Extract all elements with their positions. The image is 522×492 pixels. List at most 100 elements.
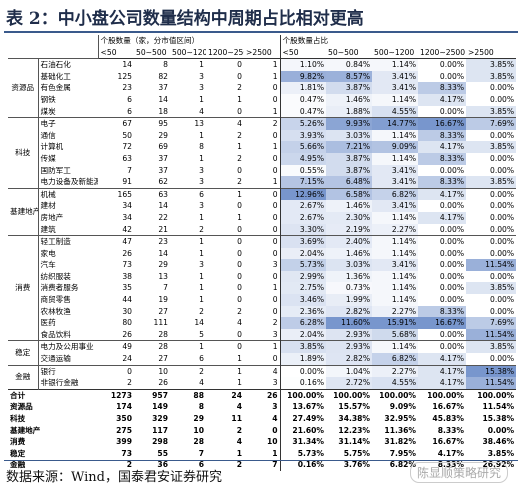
row-label: 轻工制造 <box>38 235 98 248</box>
pct-cell: 3.85% <box>466 141 517 153</box>
count-cell: 2 <box>237 130 242 140</box>
data-row: 家电 26 14 1 0 0 2.04% 1.46% 1.14% 0.00% 0.00% <box>8 247 517 260</box>
count-cell: 91 <box>122 177 132 187</box>
count-cell: 0 <box>237 201 242 211</box>
count-cell: 73 <box>121 448 132 458</box>
group-label: 消费 <box>8 235 39 341</box>
pct-cell: 38.46% <box>482 437 515 447</box>
count-cell: 95 <box>134 117 170 130</box>
count-cell: 21 <box>158 224 168 234</box>
count-cell: 63 <box>134 187 170 201</box>
count-cell: 2 <box>244 117 281 130</box>
column-label: >2500 <box>244 46 281 60</box>
count-cell: 0 <box>272 248 278 258</box>
count-header: 个股数量（家，分市值区间） <box>100 36 200 45</box>
pct-cell: 26.92% <box>482 460 515 470</box>
count-cell: 10 <box>193 425 204 435</box>
pct-cell: 0.00% <box>466 294 517 306</box>
row-label: 家电 <box>40 248 56 258</box>
count-cell: 1 <box>199 153 204 163</box>
count-cell: 0 <box>237 283 242 293</box>
pct-cell: 1.10% <box>279 58 327 71</box>
row-label: 国防军工 <box>40 165 71 175</box>
pct-cell: 3.85% <box>466 105 517 118</box>
count-cell: 2 <box>236 425 242 435</box>
pct-cell: 9.93% <box>326 117 373 130</box>
count-cell: 149 <box>152 402 168 412</box>
count-cell: 0 <box>237 295 242 305</box>
pct-cell: 3.46% <box>279 294 327 306</box>
pct-cell: 1.46% <box>326 247 373 260</box>
pct-cell: 0.47% <box>279 105 327 118</box>
watermark: 陈显顺策略研究 <box>409 462 508 483</box>
pct-cell: 3.85% <box>487 448 515 458</box>
count-cell: 0 <box>237 260 242 270</box>
row-label: 金融 <box>10 460 26 470</box>
column-label: >2500 <box>466 46 517 60</box>
pct-cell: 3.69% <box>279 235 327 248</box>
count-cell: 1 <box>272 71 278 81</box>
pct-cell: 2.72% <box>326 377 373 390</box>
column-label: <50 <box>279 46 327 60</box>
data-row: 通信 50 29 1 2 0 3.93% 3.03% 1.14% 8.33% 0.00% <box>8 129 517 142</box>
row-label: 传媒 <box>40 153 56 163</box>
count-cell: 7 <box>272 460 278 470</box>
pct-cell: 3.85% <box>466 176 517 189</box>
count-cell: 7 <box>127 165 132 175</box>
pct-cell: 0.00% <box>418 259 467 271</box>
pct-cell: 0.00% <box>279 364 327 378</box>
count-cell: 0 <box>237 165 242 175</box>
pct-cell: 3.87% <box>326 152 373 165</box>
count-cell: 38 <box>122 271 132 281</box>
pct-cell: 3.41% <box>372 164 419 177</box>
row-label: 电力及公用事业 <box>38 340 98 354</box>
row-label: 基础化工 <box>40 71 71 81</box>
count-cell: 174 <box>116 402 132 412</box>
count-cell: 0 <box>272 94 278 104</box>
title-rule <box>4 31 518 33</box>
count-cell: 6 <box>198 460 204 470</box>
count-cell: 1 <box>199 283 204 293</box>
count-cell: 63 <box>122 153 132 163</box>
pct-cell: 8.57% <box>326 70 373 83</box>
count-cell: 4 <box>272 414 278 423</box>
row-label: 医药 <box>40 318 56 328</box>
count-cell: 36 <box>157 460 168 470</box>
row-label: 银行 <box>38 364 98 378</box>
count-cell: 0 <box>272 130 278 140</box>
pct-cell: 3.76% <box>343 460 371 470</box>
pct-cell: 7.21% <box>326 141 373 153</box>
count-cell: 1 <box>199 212 204 222</box>
pct-cell: 1.14% <box>372 152 419 165</box>
pct-cell: 0.00% <box>466 129 517 142</box>
row-label: 资源品 <box>10 402 33 412</box>
count-cell: 0 <box>272 295 278 305</box>
count-cell: 37 <box>158 83 168 93</box>
pct-cell: 0.00% <box>466 211 517 224</box>
table: 个股数量（家，分市值区间）个股数量占比<5050~500500~12001200… <box>8 35 517 471</box>
count-cell: 7 <box>198 448 204 458</box>
pct-cell: 34.38% <box>338 414 371 423</box>
pct-header: 个股数量占比 <box>279 35 517 47</box>
count-cell: 0 <box>272 271 278 281</box>
pct-cell: 11.36% <box>384 425 417 435</box>
pct-cell: 4.17% <box>418 141 467 153</box>
count-cell: 10 <box>266 437 278 447</box>
row-label: 有色金属 <box>40 83 71 93</box>
count-cell: 0 <box>244 235 281 248</box>
pct-cell: 4.17% <box>437 448 465 458</box>
pct-cell: 3.87% <box>326 82 373 94</box>
count-cell: 0 <box>237 106 242 116</box>
pct-cell: 2.19% <box>326 223 373 236</box>
pct-cell: 31.82% <box>384 437 417 447</box>
pct-cell: 100.00% <box>326 388 373 402</box>
count-cell: 0 <box>272 165 278 175</box>
count-cell: 117 <box>152 425 168 435</box>
data-row: 金融 银行 0 10 2 1 4 0.00% 1.04% 2.27% 4.17% 15.38% <box>8 364 517 390</box>
count-cell: 0 <box>206 340 244 354</box>
count-cell: 3 <box>199 177 204 187</box>
count-cell: 14 <box>194 318 204 328</box>
row-label: 建筑 <box>40 224 56 234</box>
summary-row: 金融 2 36 6 2 7 0.16% 3.76% 6.82% 8.33% 26.92% <box>8 459 516 471</box>
count-cell: 0 <box>272 354 278 364</box>
